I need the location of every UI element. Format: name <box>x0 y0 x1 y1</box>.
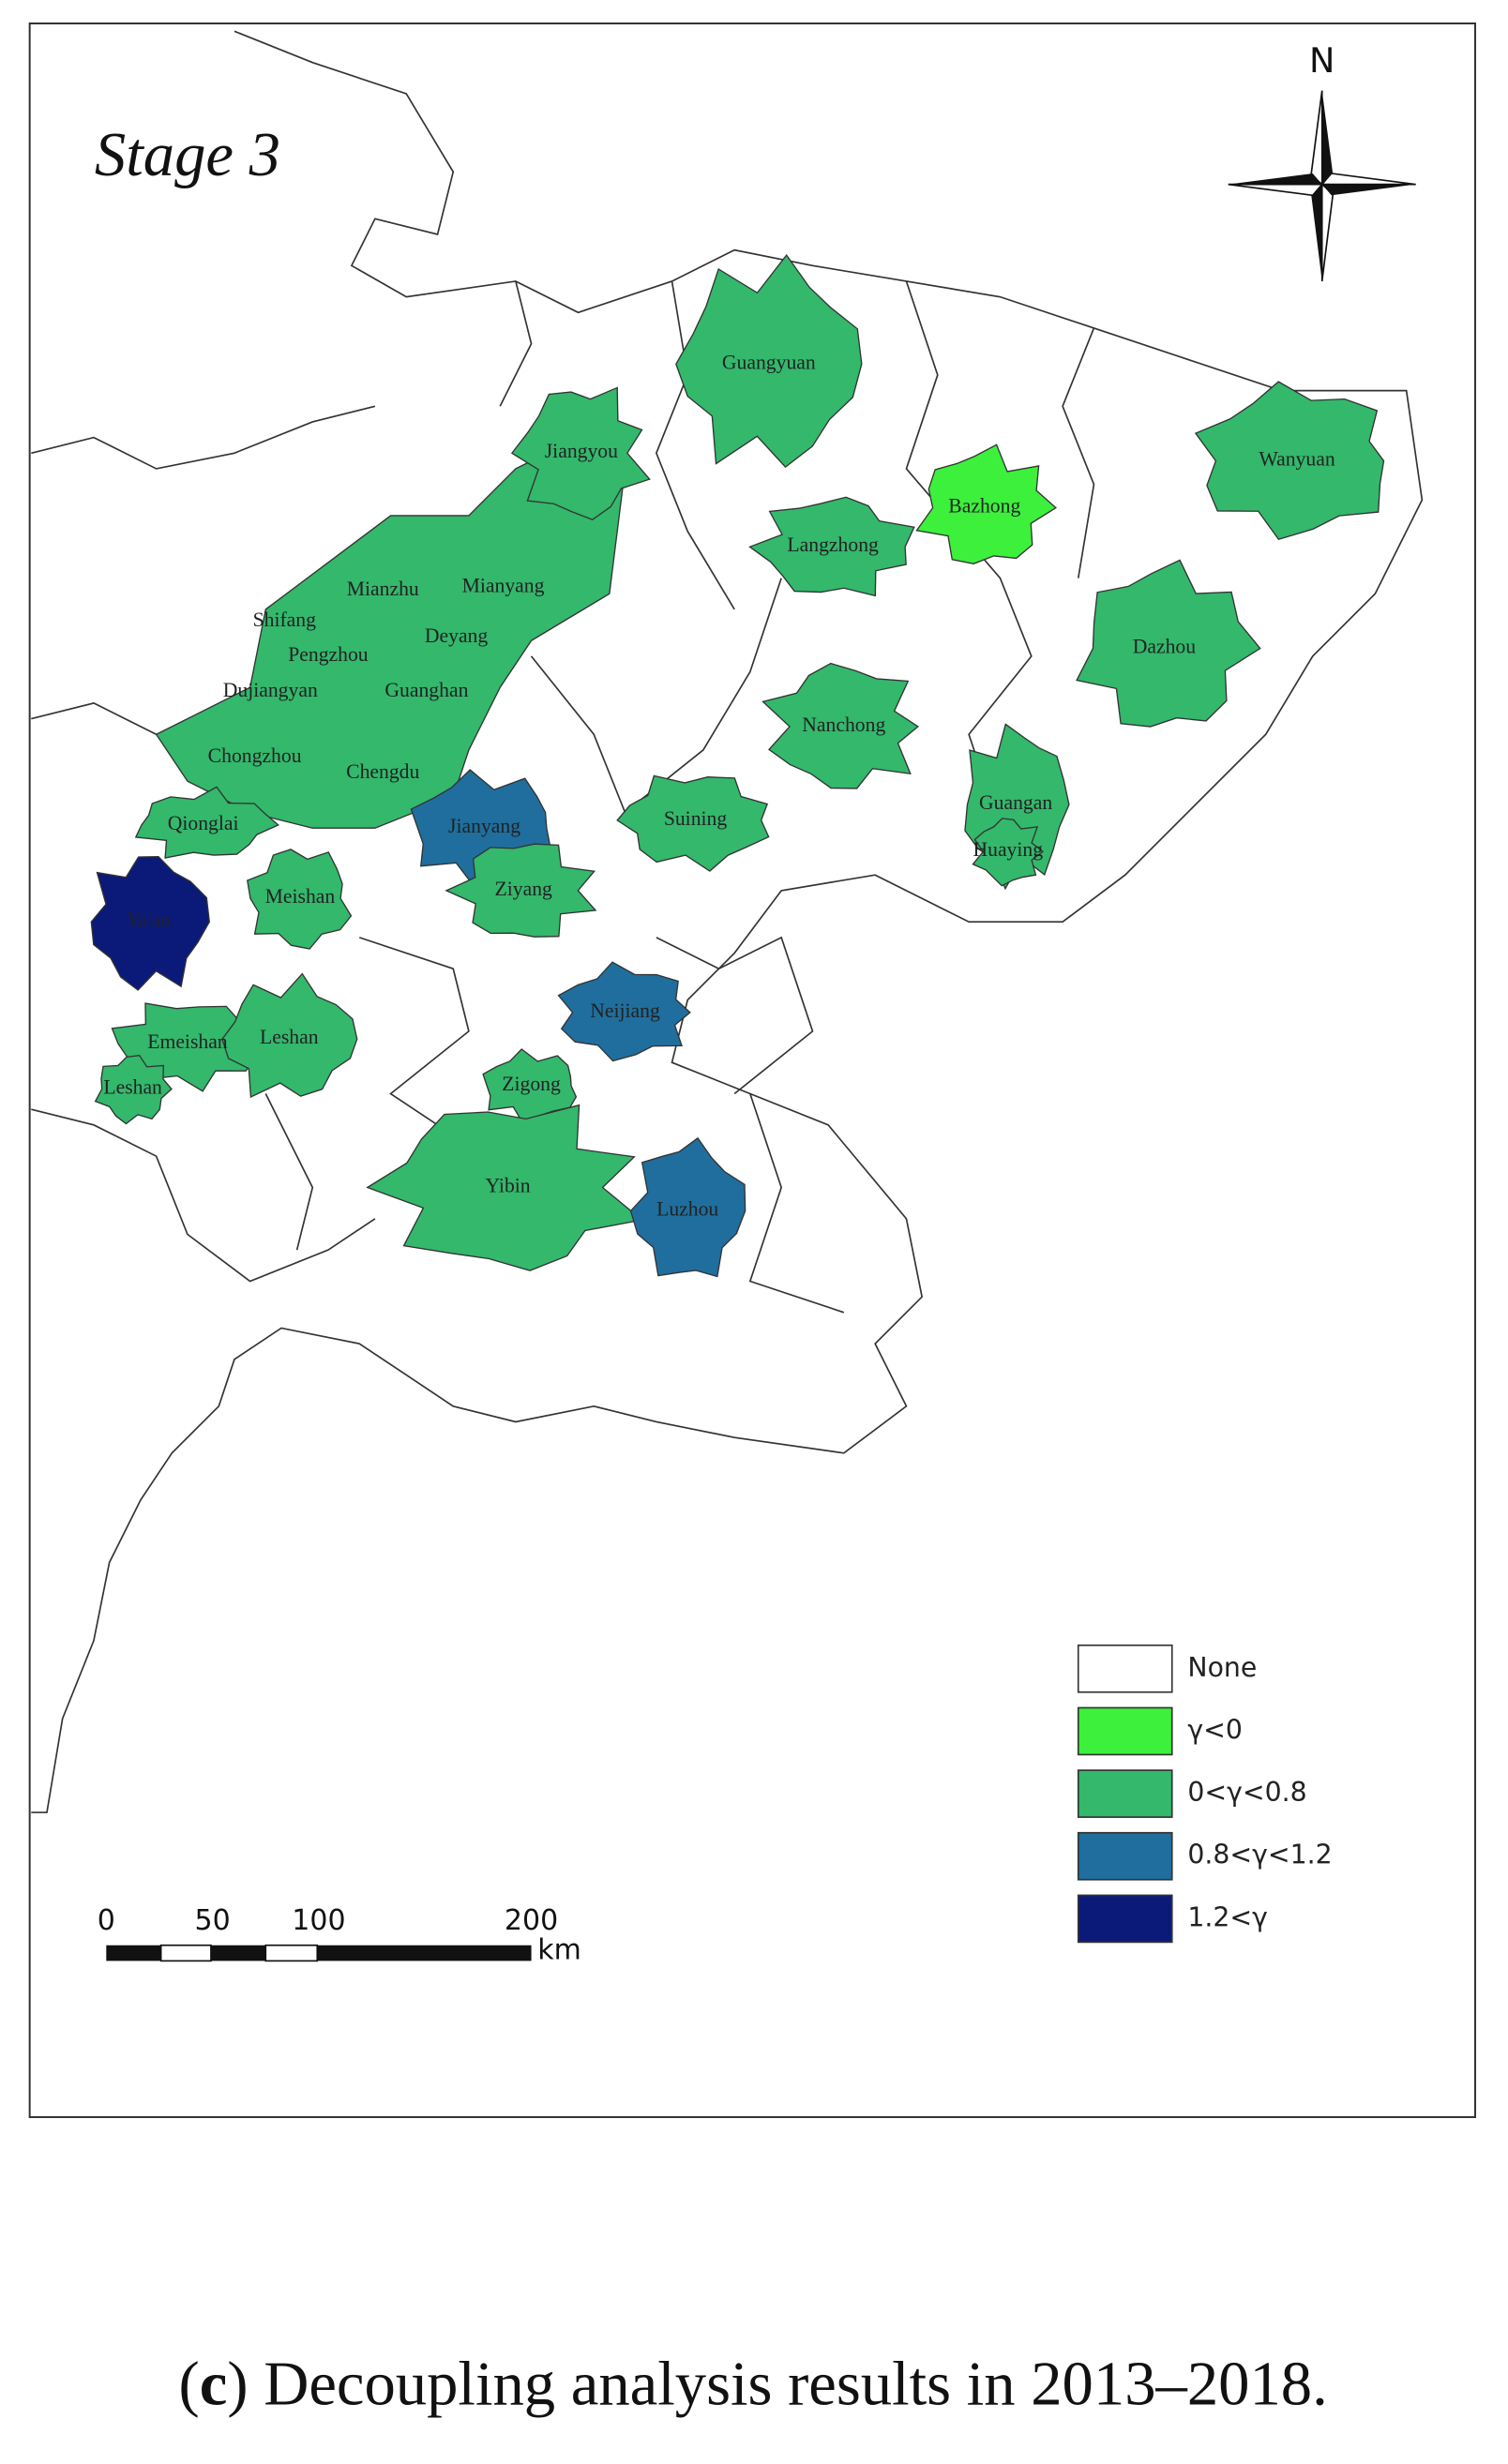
caption-letter: c <box>200 2351 228 2419</box>
region-label: Pengzhou <box>288 643 369 666</box>
scale-unit: km <box>537 1934 581 1967</box>
region-shape <box>1076 559 1261 728</box>
scale-tick-label: 100 <box>292 1904 345 1937</box>
region-label: Guangyuan <box>722 351 816 373</box>
map-title: Stage 3 <box>95 121 280 189</box>
legend-swatch <box>1077 1894 1173 1944</box>
region-shape <box>1194 381 1385 541</box>
region-shape <box>972 818 1045 887</box>
region-label: Guangan <box>979 791 1052 814</box>
region-label: Shifang <box>253 608 317 631</box>
region-label: Dujiangyan <box>223 679 318 701</box>
region-label: Emeishan <box>147 1030 228 1053</box>
region-label: Deyang <box>425 624 489 647</box>
region-label: Chengdu <box>346 760 419 783</box>
region-label: Mianzhu <box>347 578 419 600</box>
north-arrow: N <box>1228 40 1416 282</box>
region-shape <box>616 774 770 872</box>
region-label: Zigong <box>502 1073 561 1095</box>
region-label: Bazhong <box>948 495 1020 518</box>
legend-swatch <box>1077 1831 1173 1881</box>
legend-swatch <box>1077 1644 1173 1693</box>
legend: None γ<0 0<γ<0.8 0.8<γ<1.2 1.2<γ <box>1077 1644 1333 1944</box>
legend-label: 0<γ<0.8 <box>1187 1777 1306 1808</box>
region-label: Qionglai <box>168 812 239 834</box>
region-shape <box>557 961 691 1062</box>
region-label: Leshan <box>103 1075 162 1098</box>
region-label: Ziyang <box>495 878 553 900</box>
caption-prefix: ( <box>179 2351 200 2419</box>
scale-tick-label: 0 <box>98 1904 115 1937</box>
region-label: Suining <box>664 807 728 830</box>
region-shape <box>510 386 651 521</box>
caption: (c) Decoupling analysis results in 2013–… <box>179 2351 1328 2419</box>
region-label: Luzhou <box>656 1197 718 1220</box>
region-shape <box>134 786 280 859</box>
region-shape <box>675 254 863 469</box>
region-label: Nanchong <box>802 714 885 736</box>
legend-label: γ<0 <box>1187 1714 1242 1745</box>
region-shape <box>366 1104 644 1271</box>
scale-tick-label: 50 <box>195 1904 231 1937</box>
region-label: Guanghan <box>385 679 468 701</box>
region-shape <box>445 843 597 938</box>
region-shape <box>247 849 353 950</box>
legend-swatch <box>1077 1706 1173 1756</box>
region-label: Jianyang <box>448 815 520 837</box>
region-label: Meishan <box>265 885 336 908</box>
region-label: Leshan <box>260 1026 319 1048</box>
region-shape <box>762 662 920 789</box>
region-label: Langzhong <box>787 533 879 556</box>
legend-label: 0.8<γ<1.2 <box>1187 1840 1332 1871</box>
region-shape <box>221 972 358 1099</box>
legend-label: 1.2<γ <box>1187 1901 1268 1932</box>
caption-text: ) Decoupling analysis results in 2013–20… <box>227 2351 1327 2419</box>
region-shape <box>915 443 1058 564</box>
region-shape <box>629 1136 746 1278</box>
region-label: Yibin <box>485 1174 530 1196</box>
region-label: Huaying <box>973 838 1043 861</box>
chengdu-plain-area <box>155 405 626 829</box>
region-label: Neijiang <box>590 999 660 1022</box>
legend-swatch <box>1077 1769 1173 1818</box>
north-label: N <box>1309 40 1335 81</box>
region-label: Ya'an <box>127 909 172 931</box>
scale-tick-label: 200 <box>505 1904 558 1937</box>
region-label: Wanyuan <box>1259 448 1335 471</box>
legend-label: None <box>1187 1652 1257 1683</box>
region-shape <box>90 856 210 991</box>
region-label: Jiangyou <box>545 440 618 462</box>
region-shape <box>482 1048 578 1122</box>
region-label: Chongzhou <box>208 744 302 767</box>
region-shape <box>94 1054 173 1125</box>
region-label: Dazhou <box>1133 636 1197 658</box>
region-label: Mianyang <box>462 575 545 597</box>
regions: Guangyuan Bazhong Wanyuan Jiangyou Langzhong… <box>90 254 1385 1278</box>
region-shape <box>748 496 915 597</box>
